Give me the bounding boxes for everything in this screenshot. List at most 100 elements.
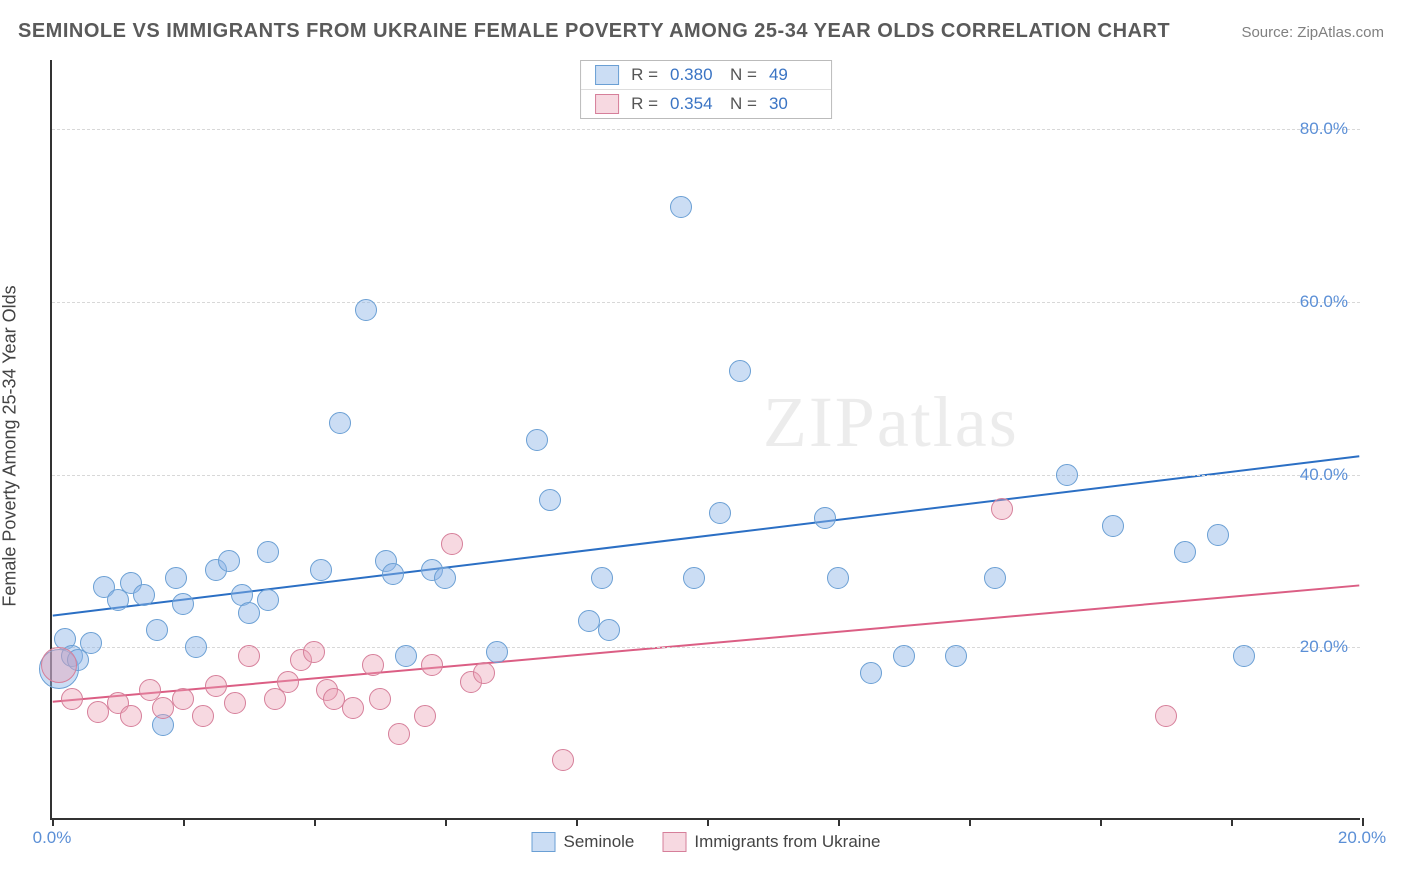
- data-point: [814, 507, 836, 529]
- x-tick-label: 0.0%: [33, 828, 72, 848]
- data-point: [133, 584, 155, 606]
- x-tick-label: 20.0%: [1338, 828, 1386, 848]
- stats-legend: R = 0.380 N = 49 R = 0.354 N = 30: [580, 60, 832, 119]
- r-value: 0.354: [670, 94, 718, 114]
- series-swatch-icon: [595, 65, 619, 85]
- data-point: [224, 692, 246, 714]
- data-point: [414, 705, 436, 727]
- data-point: [552, 749, 574, 771]
- y-axis-label: Female Poverty Among 25-34 Year Olds: [0, 285, 21, 606]
- data-point: [329, 412, 351, 434]
- data-point: [172, 688, 194, 710]
- data-point: [382, 563, 404, 585]
- data-point: [395, 645, 417, 667]
- x-tick-mark: [52, 818, 54, 826]
- chart-container: SEMINOLE VS IMMIGRANTS FROM UKRAINE FEMA…: [0, 0, 1406, 892]
- data-point: [526, 429, 548, 451]
- legend-item: Immigrants from Ukraine: [662, 832, 880, 852]
- data-point: [310, 559, 332, 581]
- data-point: [192, 705, 214, 727]
- y-tick-label: 20.0%: [1300, 637, 1348, 657]
- data-point: [146, 619, 168, 641]
- data-point: [486, 641, 508, 663]
- stats-legend-row: R = 0.380 N = 49: [581, 61, 831, 89]
- series-swatch-icon: [595, 94, 619, 114]
- x-tick-mark: [969, 818, 971, 826]
- data-point: [945, 645, 967, 667]
- y-tick-label: 60.0%: [1300, 292, 1348, 312]
- data-point: [860, 662, 882, 684]
- data-point: [80, 632, 102, 654]
- data-point: [827, 567, 849, 589]
- series-swatch-icon: [662, 832, 686, 852]
- x-tick-mark: [314, 818, 316, 826]
- r-label: R =: [631, 94, 658, 114]
- data-point: [257, 541, 279, 563]
- series-legend: Seminole Immigrants from Ukraine: [532, 832, 881, 852]
- data-point: [303, 641, 325, 663]
- data-point: [670, 196, 692, 218]
- data-point: [421, 654, 443, 676]
- trend-lines: [52, 60, 1360, 818]
- gridline: [52, 475, 1360, 476]
- stats-legend-row: R = 0.354 N = 30: [581, 89, 831, 118]
- data-point: [598, 619, 620, 641]
- data-point: [238, 602, 260, 624]
- x-tick-mark: [1362, 818, 1364, 826]
- data-point: [61, 688, 83, 710]
- y-tick-label: 40.0%: [1300, 465, 1348, 485]
- gridline: [52, 129, 1360, 130]
- n-value: 30: [769, 94, 817, 114]
- data-point: [1207, 524, 1229, 546]
- legend-item: Seminole: [532, 832, 635, 852]
- x-tick-mark: [707, 818, 709, 826]
- legend-label: Immigrants from Ukraine: [694, 832, 880, 852]
- data-point: [709, 502, 731, 524]
- data-point: [257, 589, 279, 611]
- data-point: [388, 723, 410, 745]
- x-tick-mark: [838, 818, 840, 826]
- x-tick-mark: [576, 818, 578, 826]
- data-point: [87, 701, 109, 723]
- chart-title: SEMINOLE VS IMMIGRANTS FROM UKRAINE FEMA…: [18, 20, 1170, 43]
- data-point: [591, 567, 613, 589]
- series-swatch-icon: [532, 832, 556, 852]
- data-point: [172, 593, 194, 615]
- data-point: [1174, 541, 1196, 563]
- n-label: N =: [730, 65, 757, 85]
- data-point: [205, 675, 227, 697]
- data-point: [152, 697, 174, 719]
- y-tick-label: 80.0%: [1300, 119, 1348, 139]
- legend-label: Seminole: [564, 832, 635, 852]
- data-point: [1102, 515, 1124, 537]
- data-point: [369, 688, 391, 710]
- x-tick-mark: [183, 818, 185, 826]
- n-value: 49: [769, 65, 817, 85]
- n-label: N =: [730, 94, 757, 114]
- data-point: [441, 533, 463, 555]
- data-point: [1056, 464, 1078, 486]
- data-point: [1155, 705, 1177, 727]
- gridline: [52, 302, 1360, 303]
- data-point: [185, 636, 207, 658]
- data-point: [355, 299, 377, 321]
- data-point: [1233, 645, 1255, 667]
- x-tick-mark: [445, 818, 447, 826]
- source-attribution: Source: ZipAtlas.com: [1241, 24, 1384, 41]
- data-point: [893, 645, 915, 667]
- data-point: [539, 489, 561, 511]
- data-point: [342, 697, 364, 719]
- data-point: [41, 647, 77, 683]
- data-point: [991, 498, 1013, 520]
- watermark: ZIPatlas: [763, 381, 1019, 464]
- data-point: [277, 671, 299, 693]
- data-point: [238, 645, 260, 667]
- r-value: 0.380: [670, 65, 718, 85]
- data-point: [683, 567, 705, 589]
- x-tick-mark: [1100, 818, 1102, 826]
- data-point: [473, 662, 495, 684]
- data-point: [218, 550, 240, 572]
- data-point: [362, 654, 384, 676]
- data-point: [984, 567, 1006, 589]
- x-tick-mark: [1231, 818, 1233, 826]
